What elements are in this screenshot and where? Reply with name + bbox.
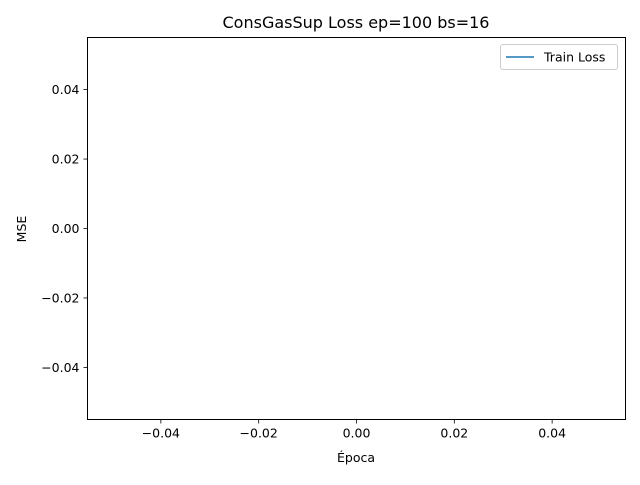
chart-title: ConsGasSup Loss ep=100 bs=16 — [223, 13, 490, 32]
x-tick-label: −0.02 — [240, 426, 278, 441]
y-axis-label: MSE — [14, 216, 29, 243]
y-tick-label: −0.04 — [41, 360, 79, 375]
x-tick-label: 0.00 — [343, 426, 371, 441]
x-tick-label: 0.04 — [538, 426, 566, 441]
y-tick-label: 0.02 — [52, 152, 80, 167]
x-tick-label: 0.02 — [440, 426, 468, 441]
legend-box — [500, 44, 618, 70]
legend-label-train-loss: Train Loss — [543, 50, 605, 65]
x-tick-label: −0.04 — [142, 426, 180, 441]
legend: Train Loss — [500, 44, 618, 70]
y-axis-ticks: −0.04 −0.02 0.00 0.02 0.04 — [41, 82, 88, 375]
y-tick-label: −0.02 — [41, 290, 79, 305]
y-tick-label: 0.00 — [52, 221, 80, 236]
x-axis-ticks: −0.04 −0.02 0.00 0.02 0.04 — [142, 419, 566, 441]
y-tick-label: 0.04 — [52, 82, 80, 97]
x-axis-label: Época — [337, 450, 375, 465]
